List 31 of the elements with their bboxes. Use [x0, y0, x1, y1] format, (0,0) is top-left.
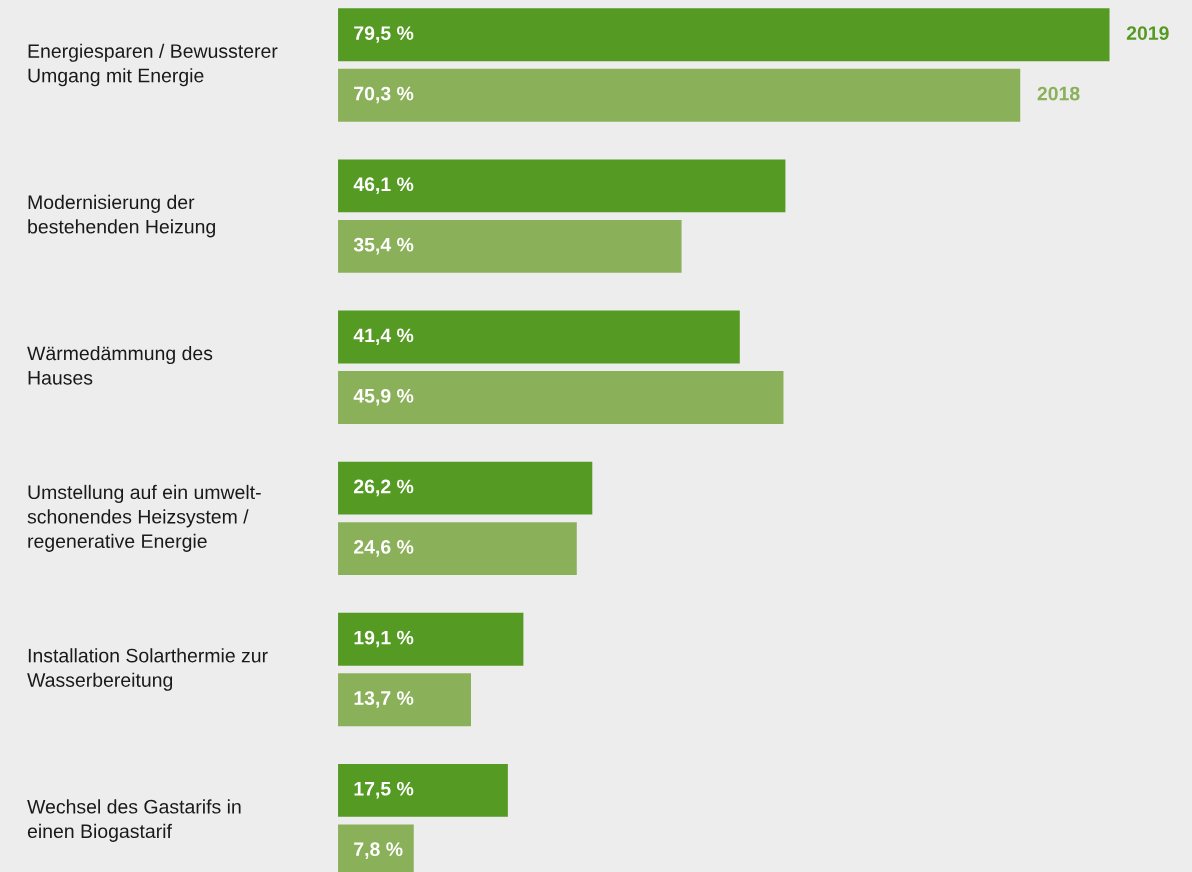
bar — [338, 68, 1021, 122]
series-label: 2019 — [1126, 26, 1169, 40]
data-label: 19,1 % — [354, 630, 414, 648]
data-label: 13,7 % — [354, 691, 414, 708]
data-label: 45,9 % — [353, 388, 414, 406]
data-label: 41,4 % — [353, 328, 414, 346]
bar — [338, 371, 784, 424]
bar — [338, 461, 593, 515]
data-label: 35,4 % — [353, 237, 414, 255]
y-tick-label: Modernisierung der bestehenden Heizung — [28, 194, 215, 238]
data-label: 24,6 % — [354, 540, 414, 557]
bar — [338, 763, 508, 817]
data-label: 26,2 % — [354, 479, 414, 497]
data-label: 46,1 % — [353, 177, 414, 194]
bar — [338, 8, 1110, 62]
bar — [338, 673, 471, 727]
bar — [338, 522, 577, 576]
data-label: 79,5 % — [354, 26, 414, 43]
y-tick-label: Wechsel des Gastarifs in einen Biogastarif — [27, 799, 241, 842]
y-tick-label: Installation Solarthermie zur Wasserbereitung — [27, 648, 268, 691]
bar — [338, 219, 682, 273]
data-label: 7,8 % — [354, 842, 403, 859]
data-label: 70,3 % — [354, 86, 414, 104]
y-tick-label: Energiesparen / Bewussterer Umgang mit Energie — [28, 43, 278, 87]
y-tick-label: Wärmedämmung des Hauses — [27, 345, 213, 385]
bar — [338, 612, 524, 666]
series-label: 2018 — [1037, 86, 1080, 101]
data-label: 17,5 % — [354, 781, 414, 799]
y-tick-label: Umstellung auf ein umwelt- schonendes Heizsystem / regenerative Energie — [27, 484, 261, 552]
bar — [338, 159, 786, 213]
bar — [338, 310, 740, 364]
